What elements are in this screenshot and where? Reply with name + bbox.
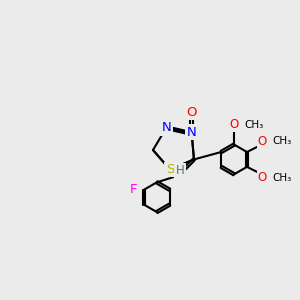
Text: CH₃: CH₃ [244, 120, 264, 130]
Text: N: N [187, 126, 196, 139]
Text: N: N [161, 121, 171, 134]
Text: O: O [257, 134, 266, 148]
Text: N: N [165, 163, 175, 176]
Text: O: O [186, 106, 197, 118]
Text: CH₃: CH₃ [272, 136, 292, 146]
Text: O: O [230, 118, 239, 131]
Text: O: O [257, 171, 266, 184]
Text: CH₃: CH₃ [272, 173, 292, 183]
Text: F: F [130, 183, 137, 196]
Text: H: H [176, 164, 184, 177]
Text: S: S [166, 163, 174, 176]
